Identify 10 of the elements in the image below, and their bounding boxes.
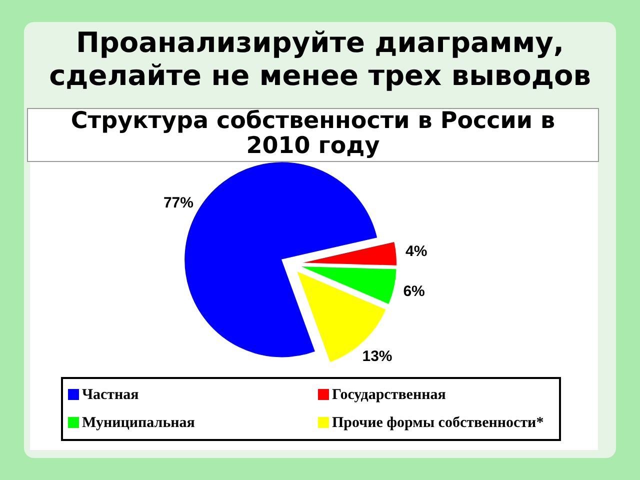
data-label: 4% (406, 243, 428, 260)
legend-label: Государственная (332, 387, 446, 403)
legend-label: Прочие формы собственности* (332, 415, 544, 431)
legend-label: Частная (82, 387, 139, 403)
legend-label: Муниципальная (82, 415, 195, 431)
chart-subtitle: Структура собственности в России в 2010 году (27, 108, 599, 162)
data-label: 77% (163, 194, 194, 212)
data-label: 6% (403, 282, 425, 300)
data-label: 13% (362, 348, 392, 365)
chart-title: Проанализируйте диаграмму, сделайте не менее трех выводов (48, 26, 592, 92)
